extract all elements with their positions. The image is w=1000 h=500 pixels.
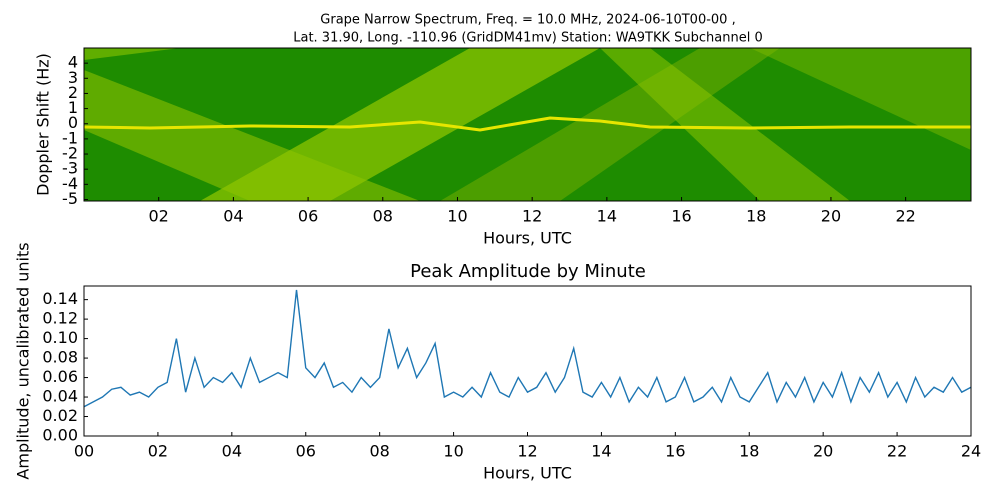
x-tick-label: 10 [447,207,467,226]
x-tick-label: 22 [887,442,907,461]
y-tick-label: 0.02 [42,406,78,425]
x-tick-label: 06 [298,207,318,226]
plot-frame [83,47,972,202]
y-tick-label: 0.08 [42,348,78,367]
y-tick-label: -2 [62,144,78,163]
x-tick-label: 18 [746,207,766,226]
x-tick-label: 08 [369,442,389,461]
x-tick-label: 02 [149,207,169,226]
y-tick-label: 0.12 [42,309,78,328]
x-tick-label: 12 [522,207,542,226]
x-tick-label: 02 [148,442,168,461]
y-tick-label: 1 [68,98,78,117]
y-tick-label: 0.00 [42,426,78,445]
y-tick-label: -3 [62,159,78,178]
y-tick-label: 0.06 [42,367,78,386]
y-tick-label: -4 [62,174,78,193]
y-tick-label: 0.10 [42,328,78,347]
x-tick-label: 08 [373,207,393,226]
x-tick-label: 20 [813,442,833,461]
y-tick-label: 0.14 [42,289,78,308]
x-tick-label: 10 [443,442,463,461]
x-tick-label: 04 [223,207,243,226]
x-tick-label: 20 [821,207,841,226]
x-tick-label: 24 [961,442,981,461]
x-tick-label: 06 [296,442,316,461]
y-tick-label: 0.04 [42,387,78,406]
x-axis-label: Hours, UTC [483,229,572,248]
chart-title: Grape Narrow Spectrum, Freq. = 10.0 MHz,… [320,13,735,28]
y-tick-label: 4 [68,53,78,72]
spectrogram-image [84,48,971,201]
y-tick-label: 2 [68,83,78,102]
y-tick-label: 0 [68,113,78,132]
x-tick-label: 14 [591,442,611,461]
y-tick-label: -1 [62,128,78,147]
chart-title: Peak Amplitude by Minute [410,261,646,282]
x-tick-label: 22 [895,207,915,226]
x-tick-label: 16 [671,207,691,226]
y-tick-label: 3 [68,68,78,87]
x-tick-label: 16 [665,442,685,461]
chart-subtitle: Lat. 31.90, Long. -110.96 (GridDM41mv) S… [293,31,763,46]
y-tick-label: -5 [62,189,78,208]
x-tick-label: 04 [222,442,242,461]
plot-frame [83,285,972,437]
x-tick-label: 00 [74,442,94,461]
amplitude-line [83,289,972,408]
x-tick-label: 12 [517,442,537,461]
y-axis-label: Doppler Shift (Hz) [34,53,53,196]
x-tick-label: 18 [739,442,759,461]
x-axis-label: Hours, UTC [483,464,572,483]
x-tick-label: 14 [597,207,617,226]
y-axis-label: Amplitude, uncalibrated units [14,242,33,479]
